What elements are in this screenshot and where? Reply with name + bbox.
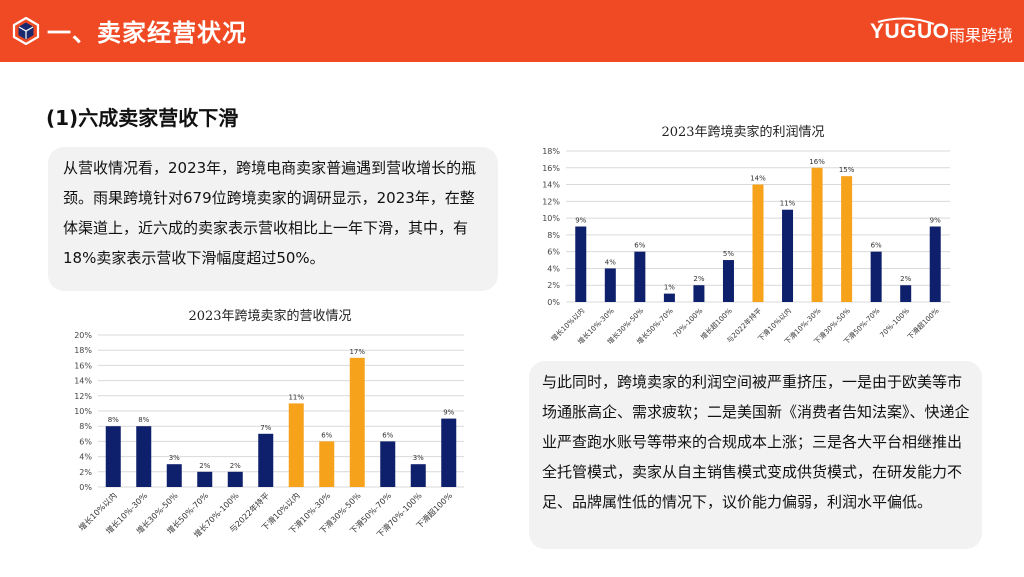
data-label: 2% [199,462,210,470]
data-label: 2% [900,275,911,283]
data-label: 8% [108,416,119,424]
bar [258,433,274,487]
data-label: 9% [930,217,941,225]
y-tick-label: 0% [547,298,560,307]
bar [136,426,152,487]
bar [870,251,882,302]
y-tick-label: 4% [547,264,560,273]
data-label: 6% [321,431,332,439]
bar [722,260,734,302]
page-title: 一、卖家经营状况 [47,19,247,47]
data-label: 4% [605,258,616,266]
y-tick-label: 10% [74,407,92,416]
revenue-summary-text: 从营收情况看，2023年，跨境电商卖家普遍遇到营收增长的瓶颈。雨果跨境针对679… [63,159,477,267]
bar [693,285,705,302]
section-title: (1)六成卖家营收下滑 [46,106,239,130]
profit-summary-card: 与此同时，跨境卖家的利润空间被严重挤压，一是由于欧美等市场通胀高企、需求疲软；二… [529,361,982,549]
bar [900,285,912,302]
chart-title: 2023年跨境卖家的营收情况 [188,308,351,324]
bar [410,464,426,487]
header-bar: 一、卖家经营状况 YUGUO 雨果跨境 [0,0,1024,62]
category-label: 下滑超100% [905,306,941,342]
bar [752,184,764,302]
y-tick-label: 0% [79,483,92,492]
data-label: 3% [413,454,424,462]
data-label: 17% [349,348,365,356]
y-tick-label: 2% [547,281,560,290]
bar [319,441,335,487]
chart-title: 2023年跨境卖家的利润情况 [661,124,824,140]
data-label: 15% [839,166,855,174]
bar [197,471,213,487]
y-tick-label: 2% [79,468,92,477]
logo-chinese-text: 雨果跨境 [949,26,1014,45]
y-tick-label: 18% [542,147,560,156]
bar [604,268,616,302]
y-tick-label: 8% [547,231,560,240]
data-label: 6% [871,242,882,250]
y-tick-label: 12% [542,197,560,206]
profit-summary-text: 与此同时，跨境卖家的利润空间被严重挤压，一是由于欧美等市场通胀高企、需求疲软；二… [542,373,970,511]
bar [841,176,853,302]
y-tick-label: 6% [79,437,92,446]
data-label: 8% [138,416,149,424]
y-tick-label: 14% [542,181,560,190]
y-tick-label: 16% [74,361,92,370]
bar [929,226,941,302]
data-label: 11% [288,393,304,401]
logo-text: YUGUO [870,20,950,43]
data-label: 1% [664,284,675,292]
revenue-chart: 2023年跨境卖家的营收情况 0% 2% 4% 6% 8% 10% 12% 14% 16% 18% 2… [48,298,468,570]
bar [166,464,182,487]
y-tick-label: 12% [74,392,92,401]
data-label: 2% [693,275,704,283]
data-label: 9% [443,409,454,417]
y-tick-label: 18% [74,346,92,355]
bar [811,167,823,302]
logo-swoosh-icon [877,17,935,25]
data-label: 5% [723,250,734,258]
y-tick-label: 8% [79,422,92,431]
bar [380,441,396,487]
cube-hexagon-icon [12,17,40,45]
data-label: 3% [169,454,180,462]
bar [441,418,457,487]
data-label: 11% [780,200,796,208]
data-label: 2% [230,462,241,470]
y-tick-label: 4% [79,453,92,462]
bar [349,357,365,487]
bar [105,426,121,487]
profit-chart: 2023年跨境卖家的利润情况 0% 2% 4% 6% 8% 10% 12% 14% 16% 18% 9… [528,115,968,360]
y-tick-label: 14% [74,377,92,386]
bar [227,471,243,487]
bar [575,226,587,302]
bar [288,403,304,487]
bar [634,251,646,302]
revenue-summary-card: 从营收情况看，2023年，跨境电商卖家普遍遇到营收增长的瓶颈。雨果跨境针对679… [48,147,498,291]
bar [663,293,675,302]
data-label: 9% [575,217,586,225]
y-tick-label: 16% [542,164,560,173]
data-label: 16% [809,158,825,166]
data-label: 7% [260,424,271,432]
bar [782,209,794,302]
y-tick-label: 20% [74,331,92,340]
y-tick-label: 6% [547,248,560,257]
data-label: 6% [634,242,645,250]
data-label: 14% [750,175,766,183]
data-label: 6% [382,431,393,439]
y-tick-label: 10% [542,214,560,223]
